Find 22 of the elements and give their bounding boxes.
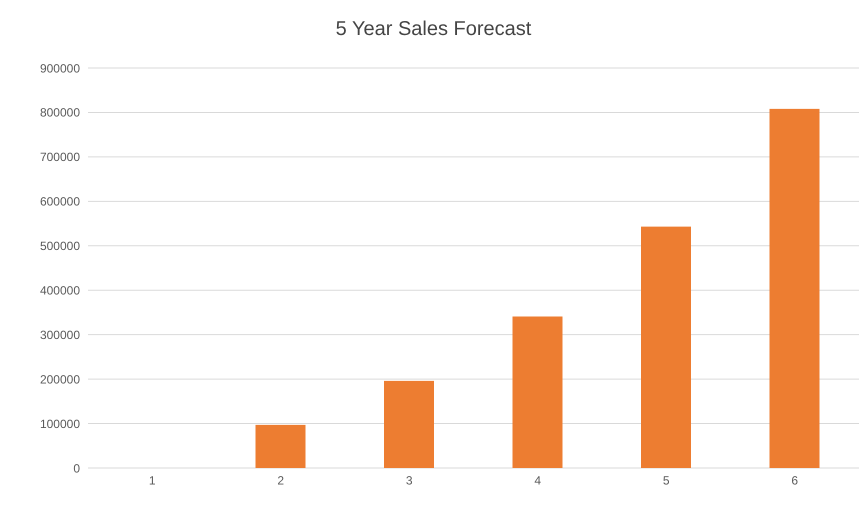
y-tick-label: 700000 <box>40 150 80 164</box>
y-tick-label: 300000 <box>40 328 80 342</box>
y-tick-label: 600000 <box>40 194 80 209</box>
x-tick-label: 6 <box>791 474 798 488</box>
y-tick-label: 200000 <box>40 372 80 386</box>
y-tick-label: 400000 <box>40 283 80 298</box>
bar <box>384 380 434 468</box>
y-tick-label: 100000 <box>40 416 80 431</box>
x-tick-label: 2 <box>277 474 284 488</box>
x-tick-label: 3 <box>406 474 413 488</box>
y-tick-label: 0 <box>73 461 80 476</box>
x-tick-label: 5 <box>662 474 670 488</box>
chart-title: 5 Year Sales Forecast <box>334 17 532 42</box>
y-tick-label: 800000 <box>40 106 80 120</box>
bar <box>512 316 562 468</box>
bar <box>256 424 306 468</box>
bar <box>770 108 820 468</box>
y-tick-label: 900000 <box>40 61 80 76</box>
bar <box>641 226 691 468</box>
x-tick-label: 4 <box>534 474 542 488</box>
y-tick-label: 500000 <box>40 239 80 254</box>
x-tick-label: 1 <box>148 474 156 488</box>
